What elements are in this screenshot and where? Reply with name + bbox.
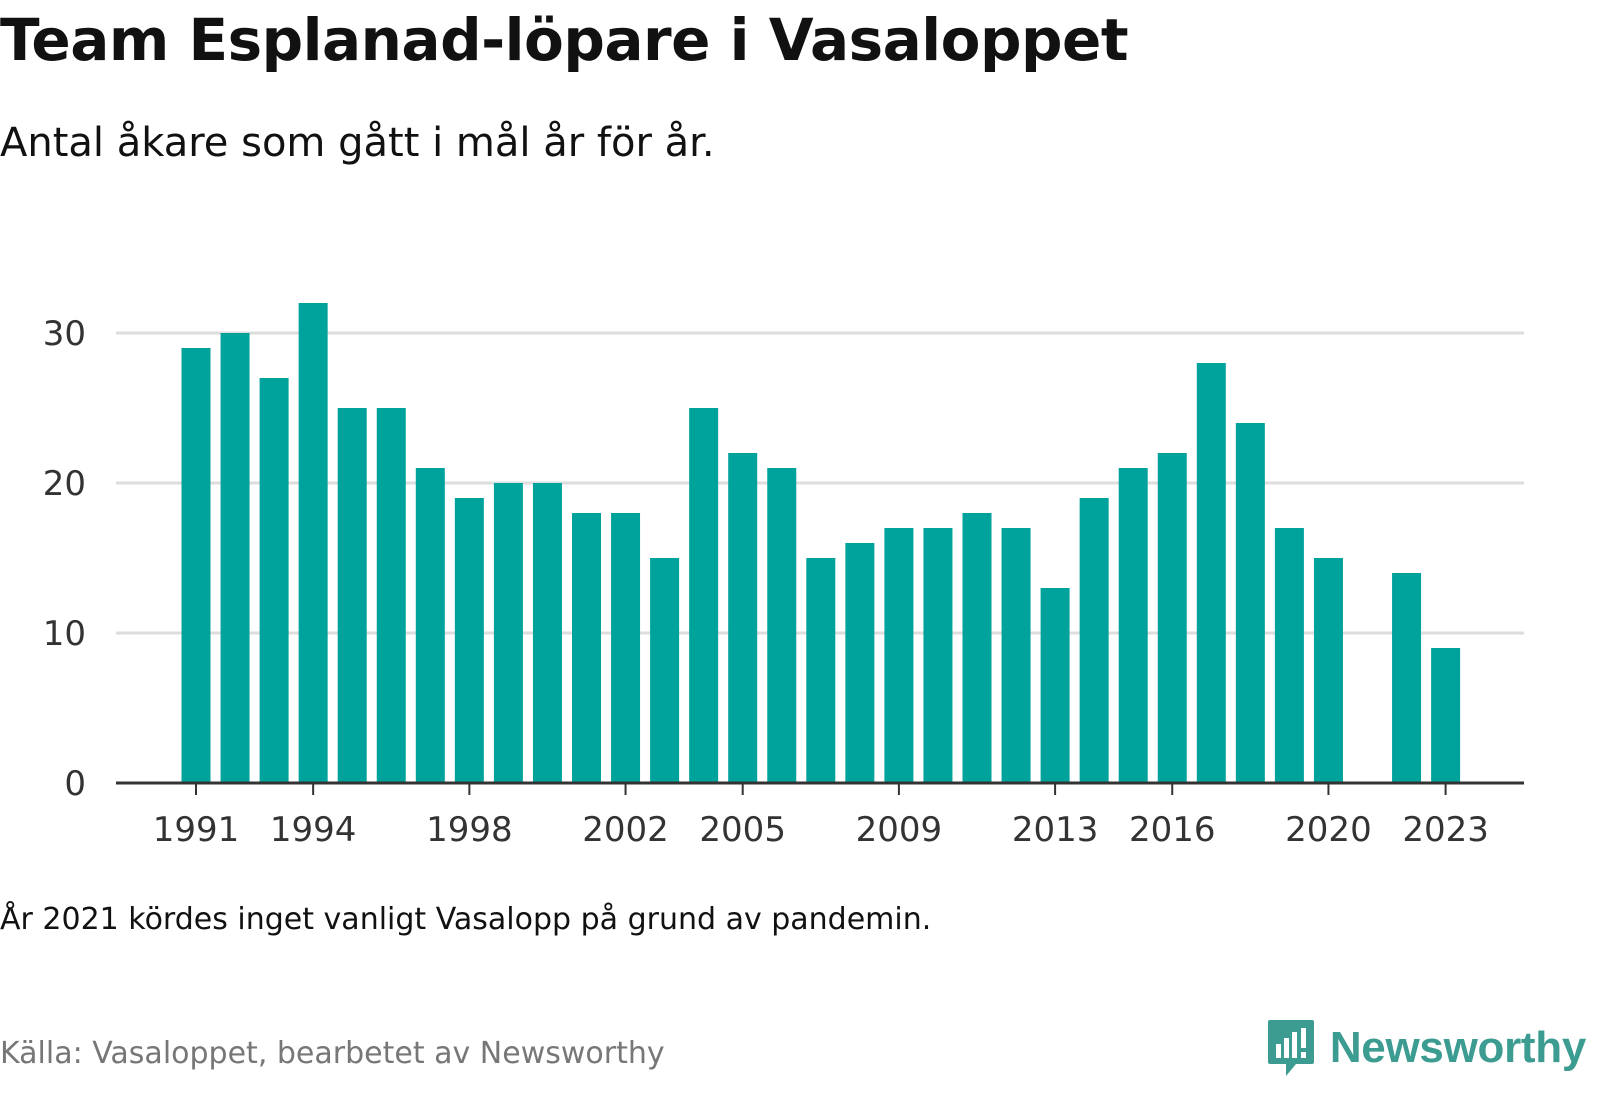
bar-2017 <box>1196 363 1226 783</box>
bar-2009 <box>884 528 914 783</box>
bar-2010 <box>923 528 953 783</box>
newsworthy-logo-icon <box>1267 1020 1314 1076</box>
newsworthy-logo: Newsworthy <box>1266 1018 1586 1078</box>
bar-1998 <box>454 498 484 783</box>
source-credit: Källa: Vasaloppet, bearbetet av Newswort… <box>0 1036 665 1071</box>
bar-2001 <box>572 513 601 783</box>
bar-1994 <box>298 303 328 783</box>
bar-1999 <box>493 483 523 783</box>
bar-2016 <box>1157 453 1187 783</box>
x-tick-label: 1998 <box>426 810 513 850</box>
x-tick-label: 2002 <box>582 810 669 850</box>
bar-2011 <box>962 513 992 783</box>
x-tick-label: 2020 <box>1285 810 1372 850</box>
bar-2008 <box>845 543 875 783</box>
x-tick-label: 2023 <box>1402 810 1489 850</box>
y-tick-label: 10 <box>43 614 86 654</box>
bar-2002 <box>611 513 641 783</box>
bar-chart: 0 10 20 30 1991 1994 1998 2002 2005 2009 2013 2016… <box>43 303 1524 850</box>
bar-2007 <box>806 558 836 783</box>
x-tick-label: 2009 <box>856 810 943 850</box>
bar-2020 <box>1313 558 1343 783</box>
x-tick-label: 2016 <box>1129 810 1216 850</box>
bars <box>181 303 1461 783</box>
bar-2018 <box>1235 423 1265 783</box>
bar-2000 <box>532 483 562 783</box>
footnote: År 2021 kördes inget vanligt Vasalopp på… <box>0 902 932 937</box>
bar-2003 <box>650 558 680 783</box>
bar-1996 <box>376 408 406 783</box>
bar-2006 <box>767 468 797 783</box>
bar-1991 <box>181 348 211 783</box>
bar-2019 <box>1274 528 1304 783</box>
bar-2015 <box>1118 468 1148 783</box>
chart-subtitle: Antal åkare som gått i mål år för år. <box>0 120 715 166</box>
bar-1992 <box>220 333 250 783</box>
bar-1997 <box>415 468 445 783</box>
bar-2012 <box>1001 528 1031 783</box>
bar-2022 <box>1392 573 1422 783</box>
bar-2014 <box>1079 498 1109 783</box>
x-axis-ticks: 1991 1994 1998 2002 2005 2009 2013 2016 2020 2023 <box>153 783 1489 850</box>
x-tick-label: 2005 <box>699 810 786 850</box>
x-tick-label: 1991 <box>153 810 240 850</box>
y-tick-label: 0 <box>64 764 86 804</box>
bar-2023 <box>1431 648 1461 783</box>
y-tick-label: 20 <box>43 464 86 504</box>
bar-2013 <box>1040 588 1070 783</box>
newsworthy-logo-text: Newsworthy <box>1329 1023 1586 1072</box>
bar-1993 <box>259 378 289 783</box>
x-tick-label: 1994 <box>270 810 357 850</box>
bar-1995 <box>337 408 367 783</box>
x-tick-label: 2013 <box>1012 810 1099 850</box>
y-axis-ticks: 0 10 20 30 <box>43 314 86 804</box>
bar-2004 <box>689 408 719 783</box>
chart-title: Team Esplanad-löpare i Vasaloppet <box>0 6 1129 74</box>
y-tick-label: 30 <box>43 314 86 354</box>
bar-2005 <box>728 453 758 783</box>
